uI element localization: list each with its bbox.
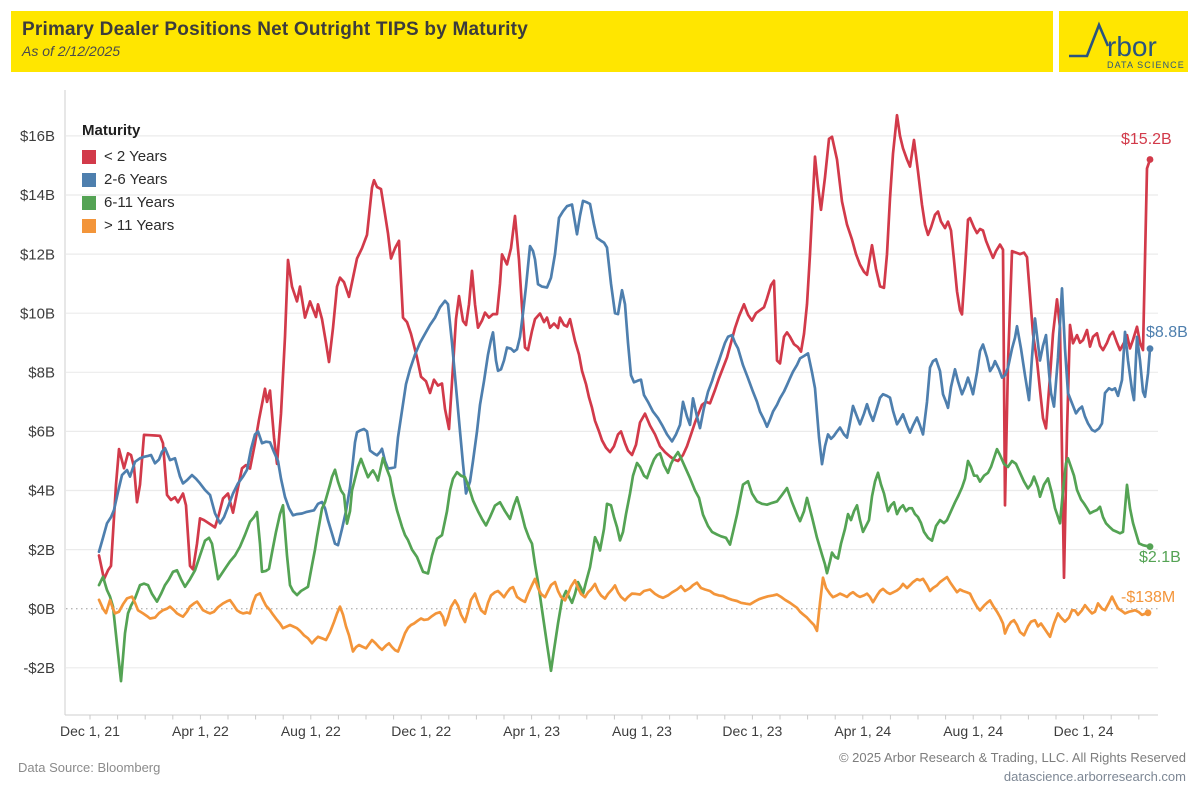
- logo-brand-text: rbor: [1107, 31, 1157, 62]
- legend: Maturity < 2 Years 2-6 Years 6-11 Years > 1…: [82, 122, 175, 237]
- series-end-dot-2-6-years: [1146, 345, 1154, 353]
- legend-item-label: < 2 Years: [104, 148, 167, 165]
- series-end-value-label: $2.1B: [1139, 549, 1181, 566]
- series-end-dot--11-years: [1144, 609, 1152, 617]
- y-tick-label: $8B: [28, 365, 55, 382]
- x-tick-label: Apr 1, 22: [172, 723, 229, 739]
- legend-title: Maturity: [82, 122, 141, 139]
- legend-item: > 11 Years: [82, 214, 175, 237]
- legend-item: < 2 Years: [82, 145, 175, 168]
- legend-swatch-icon: [82, 195, 96, 210]
- logo-peak-icon: [1069, 21, 1110, 58]
- x-tick-label: Dec 1, 23: [722, 723, 782, 739]
- x-tick-label: Apr 1, 24: [834, 723, 891, 739]
- page-title: Primary Dealer Positions Net Outright TI…: [22, 19, 528, 40]
- arbor-logo: rbor DATA SCIENCE: [1059, 11, 1188, 72]
- y-tick-label: $2B: [28, 542, 55, 559]
- x-tick-label: Aug 1, 23: [612, 723, 672, 739]
- y-tick-label: $12B: [20, 246, 55, 263]
- data-source-note: Data Source: Bloomberg: [18, 760, 161, 775]
- title-banner: Primary Dealer Positions Net Outright TI…: [11, 11, 1053, 72]
- legend-swatch-icon: [82, 218, 96, 233]
- y-tick-label: -$2B: [23, 660, 55, 677]
- series-line-6-11-years: [97, 447, 1152, 683]
- legend-item-label: 2-6 Years: [104, 171, 168, 188]
- x-tick-label: Dec 1, 21: [60, 723, 120, 739]
- legend-item: 6-11 Years: [82, 191, 175, 214]
- y-tick-label: $16B: [20, 128, 55, 145]
- series-line-2-6-years: [97, 199, 1152, 554]
- x-tick-label: Apr 1, 23: [503, 723, 560, 739]
- x-tick-label: Dec 1, 24: [1054, 723, 1114, 739]
- y-tick-label: $6B: [28, 424, 55, 441]
- legend-item: 2-6 Years: [82, 168, 175, 191]
- y-tick-label: $10B: [20, 305, 55, 322]
- series-end-value-label: $8.8B: [1146, 324, 1188, 341]
- x-tick-label: Dec 1, 22: [391, 723, 451, 739]
- x-tick-label: Aug 1, 22: [281, 723, 341, 739]
- series-end-value-label: -$138M: [1121, 589, 1176, 606]
- legend-swatch-icon: [82, 172, 96, 187]
- series-line--2-years: [97, 113, 1152, 581]
- as-of-date: As of 2/12/2025: [22, 43, 121, 59]
- legend-swatch-icon: [82, 149, 96, 164]
- logo-tagline: DATA SCIENCE: [1107, 60, 1185, 70]
- series-line--11-years: [97, 575, 1150, 653]
- y-tick-label: $4B: [28, 483, 55, 500]
- series-end-value-label: $15.2B: [1121, 131, 1172, 148]
- series-end-dot--2-years: [1146, 156, 1154, 163]
- x-tick-label: Aug 1, 24: [943, 723, 1003, 739]
- series-end-dot-6-11-years: [1146, 543, 1154, 550]
- legend-item-label: 6-11 Years: [104, 194, 175, 211]
- copyright-text: © 2025 Arbor Research & Trading, LLC. Al…: [838, 750, 1186, 765]
- footer-right: © 2025 Arbor Research & Trading, LLC. Al…: [839, 748, 1186, 786]
- y-tick-label: $14B: [20, 187, 55, 204]
- arbor-logo-icon: rbor DATA SCIENCE: [1069, 21, 1185, 70]
- y-tick-label: $0B: [28, 601, 55, 618]
- website-url: datascience.arborresearch.com: [1003, 769, 1186, 784]
- legend-item-label: > 11 Years: [104, 217, 175, 234]
